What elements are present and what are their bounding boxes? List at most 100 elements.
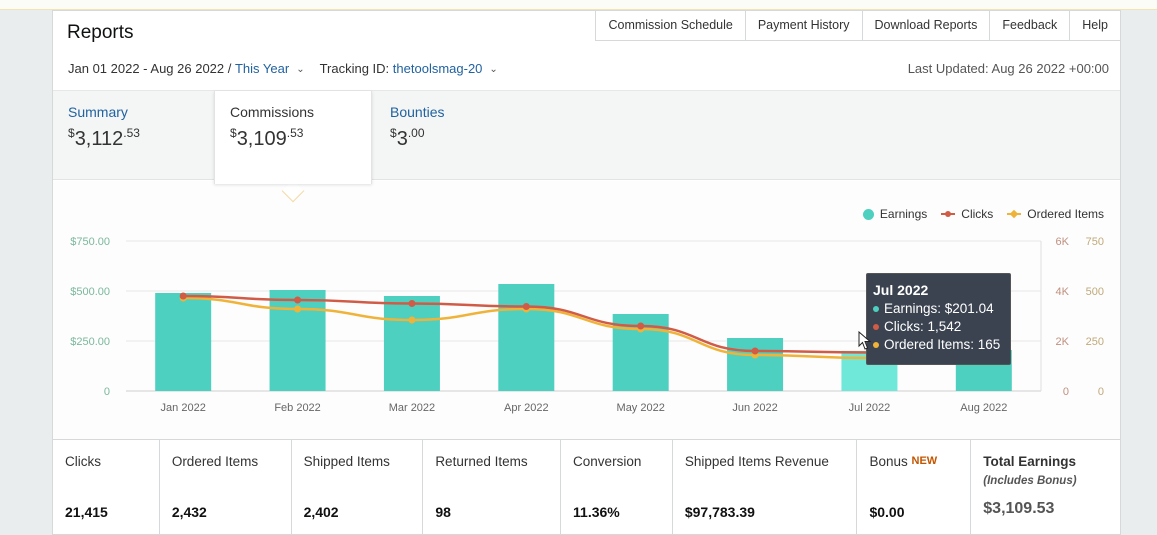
stat-shipped-items: Shipped Items 2,402: [292, 440, 424, 535]
stat-value: 21,415: [65, 504, 108, 520]
legend-clicks[interactable]: Clicks: [941, 207, 993, 221]
feedback-button[interactable]: Feedback: [989, 10, 1071, 41]
stat-value: $97,783.39: [684, 504, 755, 520]
stat-clicks: Clicks 21,415: [53, 440, 160, 535]
clicks-point: [522, 303, 530, 310]
stat-conversion: Conversion 11.36%: [561, 440, 673, 535]
stats-row: Clicks 21,415 Ordered Items 2,432 Shippe…: [53, 439, 1120, 535]
earnings-bar: [727, 338, 784, 391]
last-updated: Last Updated: Aug 26 2022 +00:00: [907, 61, 1109, 76]
help-button[interactable]: Help: [1069, 10, 1121, 41]
tab-commissions[interactable]: Commissions $3,109.53: [214, 91, 372, 184]
clicks-point: [179, 292, 187, 300]
x-tick-label: Jun 2022: [732, 402, 777, 414]
top-nav: Commission Schedule Payment History Down…: [595, 10, 1121, 41]
commissions-amount: $3,109.53: [230, 126, 304, 150]
stat-label: Shipped Items: [303, 454, 390, 469]
new-badge: NEW: [911, 455, 938, 467]
earnings-bar: [383, 296, 440, 391]
tab-summary[interactable]: Summary $3,112.53: [53, 91, 211, 181]
chevron-down-icon[interactable]: ⌄: [489, 64, 498, 75]
x-tick-label: Mar 2022: [389, 402, 435, 414]
stat-label: Returned Items: [435, 454, 528, 469]
tracking-id-dropdown[interactable]: thetoolsmag-20: [392, 61, 483, 76]
clicks-point: [408, 300, 416, 307]
tooltip-title: Jul 2022: [873, 282, 929, 298]
y-tick-label: 0: [104, 386, 110, 398]
ordered-line-icon: [1007, 209, 1022, 219]
stat-label: Ordered Items: [171, 454, 259, 469]
stat-ordered-items: Ordered Items 2,432: [160, 440, 292, 535]
tooltip-ordered: Ordered Items: 165: [873, 337, 1004, 352]
tab-label: Summary: [68, 104, 128, 120]
x-tick-label: Jan 2022: [161, 402, 206, 414]
stat-label: Bonus NEW: [869, 454, 938, 469]
clicks-axis-tick-label: 6K: [1056, 236, 1070, 248]
stat-label: Shipped Items Revenue: [684, 454, 829, 469]
stat-returned-items: Returned Items 98: [423, 440, 562, 535]
ordered-axis-tick-label: 0: [1098, 386, 1104, 398]
stat-total-earnings: Total Earnings (Includes Bonus) $3,109.5…: [971, 440, 1120, 535]
x-tick-label: Jul 2022: [849, 402, 891, 414]
x-tick-label: Apr 2022: [504, 402, 549, 414]
page-title: Reports: [67, 22, 134, 43]
download-reports-button[interactable]: Download Reports: [861, 10, 991, 41]
clicks-axis-tick-label: 4K: [1056, 286, 1070, 298]
legend-ordered-items[interactable]: Ordered Items: [1007, 207, 1104, 221]
total-earnings-value: $3,109.53: [983, 500, 1055, 517]
chart-tooltip: Jul 2022 Earnings: $201.04 Clicks: 1,542…: [866, 273, 1011, 365]
ordered-axis-tick-label: 250: [1086, 336, 1104, 348]
period-dropdown[interactable]: This Year: [234, 61, 290, 76]
date-range: Jan 01 2022 - Aug 26 2022 /: [68, 61, 232, 76]
tab-bounties[interactable]: Bounties $3.00: [375, 91, 533, 181]
ordered-items-point: [408, 316, 416, 324]
earnings-bar: [269, 290, 326, 391]
payment-history-button[interactable]: Payment History: [744, 10, 863, 41]
clicks-point: [751, 347, 759, 355]
x-tick-label: May 2022: [617, 402, 665, 414]
tab-label: Bounties: [390, 104, 445, 120]
ordered-axis-tick-label: 750: [1086, 236, 1104, 248]
tooltip-earnings: Earnings: $201.04: [873, 301, 1004, 316]
x-tick-label: Aug 2022: [960, 402, 1007, 414]
bounties-amount: $3.00: [390, 126, 425, 150]
y-tick-label: $750.00: [70, 236, 110, 248]
ordered-axis-tick-label: 500: [1086, 286, 1104, 298]
stat-value: 98: [435, 504, 451, 520]
filter-row: Jan 01 2022 - Aug 26 2022 / This Year ⌄ …: [68, 61, 501, 76]
clicks-line-icon: [941, 211, 956, 217]
clicks-point: [294, 296, 302, 304]
chart-area: 0 $250.00 $500.00 $750.00 0 0 2K 250 4K 500 6K 750 J…: [53, 181, 1120, 439]
earnings-bar: [498, 284, 555, 391]
commission-schedule-button[interactable]: Commission Schedule: [595, 10, 746, 41]
chevron-down-icon[interactable]: ⌄: [296, 64, 305, 75]
stat-label: Conversion: [573, 454, 642, 469]
earnings-bar: [155, 293, 212, 391]
clicks-point: [637, 322, 645, 330]
top-strip: [0, 0, 1157, 10]
summary-amount: $3,112.53: [68, 126, 140, 150]
ordered-items-point: [294, 305, 302, 313]
stat-value: 2,432: [171, 504, 207, 520]
stat-value: 11.36%: [573, 504, 620, 520]
total-earnings-label: Total Earnings: [983, 454, 1077, 469]
stat-label: Clicks: [65, 454, 101, 469]
total-earnings-sub: (Includes Bonus): [983, 475, 1077, 487]
report-tabs: Summary $3,112.53 Commissions $3,109.53 …: [53, 90, 1120, 184]
earnings-chart: 0 $250.00 $500.00 $750.00 0 0 2K 250 4K 500 6K 750 J…: [70, 236, 1104, 414]
y-tick-label: $250.00: [70, 336, 110, 348]
stat-value: $0.00: [869, 504, 905, 520]
x-tick-label: Feb 2022: [274, 402, 320, 414]
legend-earnings[interactable]: Earnings: [862, 207, 927, 221]
clicks-axis-tick-label: 2K: [1056, 336, 1070, 348]
stat-shipped-items-revenue: Shipped Items Revenue $97,783.39: [673, 440, 858, 535]
chart-legend: Earnings Clicks Ordered Items: [849, 207, 1104, 221]
tooltip-clicks: Clicks: 1,542: [873, 319, 1004, 334]
reports-card: Reports Commission Schedule Payment Hist…: [52, 10, 1121, 535]
clicks-axis-tick-label: 0: [1063, 386, 1069, 398]
tab-label: Commissions: [230, 104, 315, 120]
stat-bonus: Bonus NEW $0.00: [857, 440, 972, 535]
tracking-label: Tracking ID:: [319, 61, 390, 76]
y-tick-label: $500.00: [70, 286, 110, 298]
mouse-cursor-icon: [858, 331, 872, 350]
